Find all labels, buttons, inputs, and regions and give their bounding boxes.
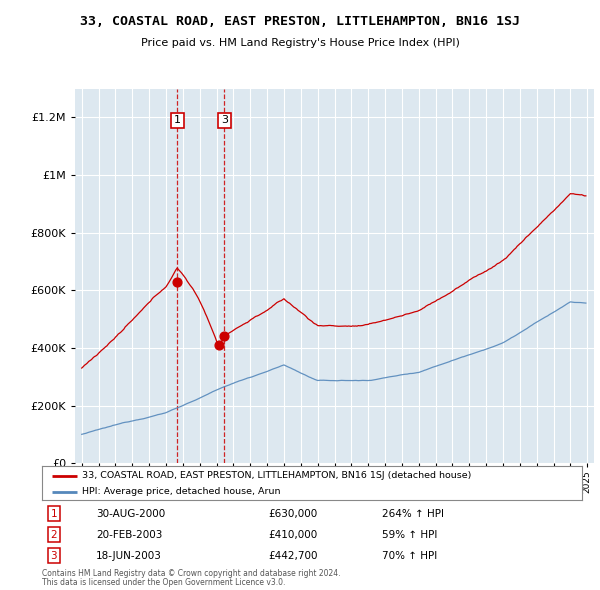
Text: 70% ↑ HPI: 70% ↑ HPI (382, 550, 437, 560)
Text: 3: 3 (221, 116, 228, 125)
Text: 33, COASTAL ROAD, EAST PRESTON, LITTLEHAMPTON, BN16 1SJ: 33, COASTAL ROAD, EAST PRESTON, LITTLEHA… (80, 15, 520, 28)
Text: 30-AUG-2000: 30-AUG-2000 (96, 509, 165, 519)
Text: £410,000: £410,000 (269, 530, 318, 539)
Text: 18-JUN-2003: 18-JUN-2003 (96, 550, 162, 560)
Point (220, 331, 229, 340)
Text: Contains HM Land Registry data © Crown copyright and database right 2024.: Contains HM Land Registry data © Crown c… (42, 569, 341, 578)
Text: 59% ↑ HPI: 59% ↑ HPI (382, 530, 437, 539)
Text: 2: 2 (50, 530, 57, 539)
Text: 20-FEB-2003: 20-FEB-2003 (96, 530, 163, 539)
Text: £630,000: £630,000 (269, 509, 318, 519)
Text: Price paid vs. HM Land Registry's House Price Index (HPI): Price paid vs. HM Land Registry's House … (140, 38, 460, 48)
Text: 3: 3 (50, 550, 57, 560)
Point (214, 340, 224, 350)
Text: 1: 1 (174, 116, 181, 125)
Text: This data is licensed under the Open Government Licence v3.0.: This data is licensed under the Open Gov… (42, 578, 286, 587)
Text: £442,700: £442,700 (269, 550, 319, 560)
Text: 33, COASTAL ROAD, EAST PRESTON, LITTLEHAMPTON, BN16 1SJ (detached house): 33, COASTAL ROAD, EAST PRESTON, LITTLEHA… (83, 471, 472, 480)
Text: 264% ↑ HPI: 264% ↑ HPI (382, 509, 444, 519)
Text: HPI: Average price, detached house, Arun: HPI: Average price, detached house, Arun (83, 487, 281, 496)
Point (172, 277, 182, 286)
Text: 1: 1 (50, 509, 57, 519)
